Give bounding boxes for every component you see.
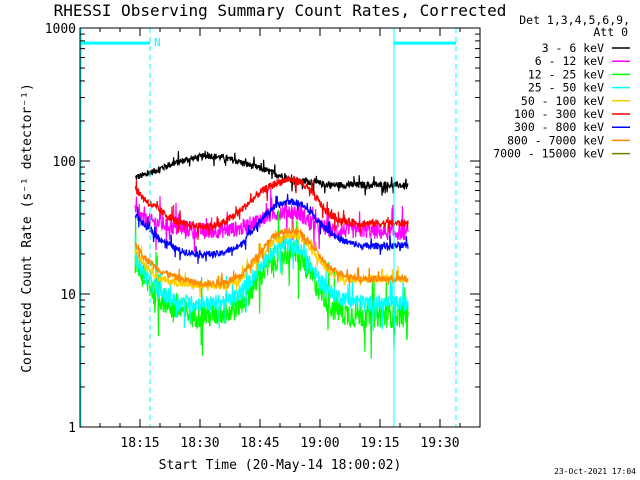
legend-header-line1: Det 1,3,4,5,6,9, — [519, 13, 630, 27]
series-line-2 — [134, 209, 409, 359]
legend-label: 12 - 25 keV — [528, 67, 604, 81]
generation-timestamp: 23-Oct-2021 17:04 — [554, 467, 636, 476]
series-line-6 — [134, 193, 409, 264]
plot-frame — [79, 27, 481, 428]
x-axis-label: Start Time (20-May-14 18:00:02) — [159, 458, 402, 473]
legend-label: 50 - 100 keV — [521, 94, 604, 108]
legend-label: 300 - 800 keV — [514, 120, 604, 134]
y-axis-ticks: 1 10 100 1000 — [45, 22, 480, 436]
legend-label: 25 - 50 keV — [528, 81, 604, 95]
x-tick-label: 18:45 — [240, 436, 279, 451]
y-tick-label: 100 — [53, 155, 76, 170]
x-tick-label: 19:00 — [300, 436, 339, 451]
x-axis-ticks: 18:15 18:30 18:45 19:00 19:15 19:30 — [99, 28, 461, 451]
x-tick-label: 18:30 — [180, 436, 219, 451]
legend-header-line2: Att 0 — [593, 25, 628, 39]
series-line-0 — [135, 150, 409, 196]
y-tick-label: 10 — [60, 288, 76, 303]
series-line-3 — [134, 232, 409, 332]
y-tick-label: 1000 — [45, 22, 76, 37]
series-layer — [134, 150, 409, 359]
x-tick-label: 19:30 — [420, 436, 459, 451]
y-axis-label: Corrected Count Rate (s⁻¹ detector⁻¹) — [20, 83, 35, 373]
chart-title: RHESSI Observing Summary Count Rates, Co… — [54, 1, 507, 20]
legend-label: 100 - 300 keV — [514, 107, 604, 121]
legend-label: 3 - 6 keV — [542, 41, 604, 55]
legend-label: 800 - 7000 keV — [507, 133, 604, 147]
y-tick-label: 1 — [68, 421, 76, 436]
series-line-7 — [134, 219, 409, 290]
flag-annotations: N — [80, 28, 457, 427]
legend-label: 7000 - 15000 keV — [493, 147, 604, 161]
flag-bar-label: N — [154, 36, 161, 49]
legend-label: 6 - 12 keV — [535, 54, 604, 68]
series-line-5 — [134, 174, 409, 240]
x-tick-label: 18:15 — [120, 436, 159, 451]
x-tick-label: 19:15 — [360, 436, 399, 451]
